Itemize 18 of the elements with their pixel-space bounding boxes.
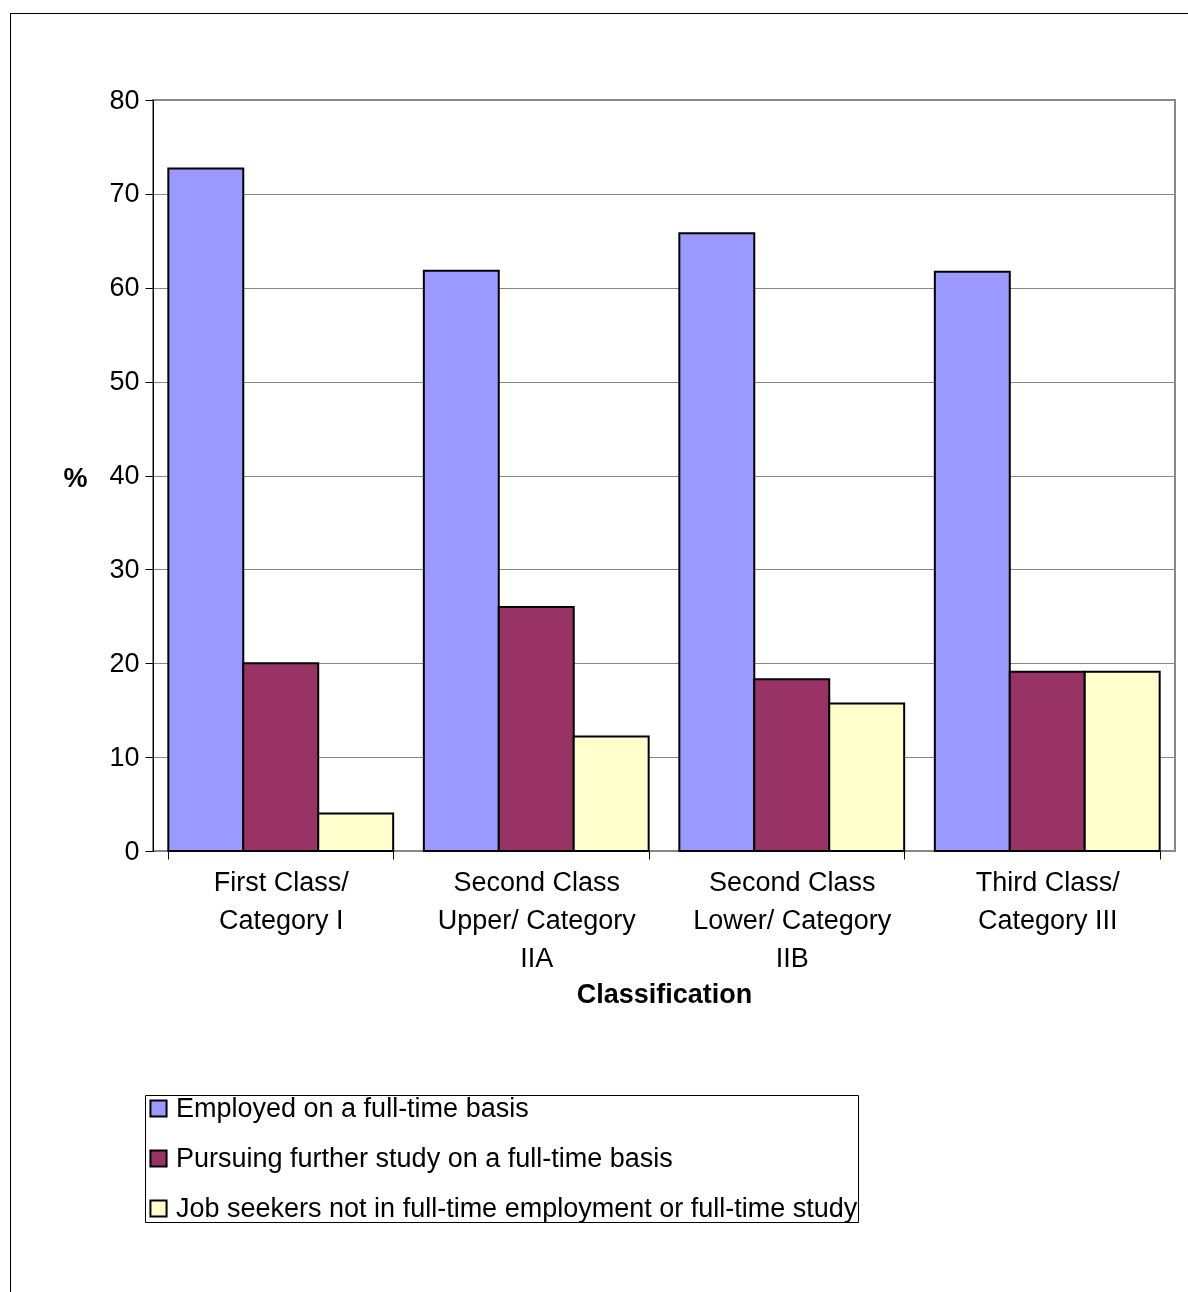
y-axis-title: % bbox=[63, 462, 88, 493]
y-tick-label: 0 bbox=[124, 835, 140, 866]
y-tick-label: 50 bbox=[109, 366, 140, 397]
y-tick-label: 80 bbox=[109, 84, 140, 115]
x-tick-label: First Class/ Category I bbox=[213, 866, 350, 935]
y-tick-label: 30 bbox=[109, 553, 140, 584]
x-tick-label: Third Class/ Category III bbox=[975, 866, 1121, 935]
y-tick-label: 10 bbox=[109, 741, 140, 772]
y-tick-label: 70 bbox=[109, 178, 140, 209]
y-tick-label: 40 bbox=[109, 460, 140, 490]
x-tick-label: Second Class Lower/ Category IIB bbox=[693, 866, 892, 973]
y-tick-label: 60 bbox=[109, 272, 140, 303]
legend-label: Pursuing further study on a full-time basis bbox=[176, 1142, 673, 1173]
y-tick-label: 20 bbox=[109, 647, 140, 678]
legend-label: Job seekers not in full-time employment or full-time study bbox=[176, 1192, 858, 1223]
legend-label: Employed on a full-time basis bbox=[176, 1092, 529, 1123]
x-tick-label: Second Class Upper/ Category IIA bbox=[437, 866, 637, 973]
x-axis-title: Classification bbox=[576, 978, 753, 1009]
